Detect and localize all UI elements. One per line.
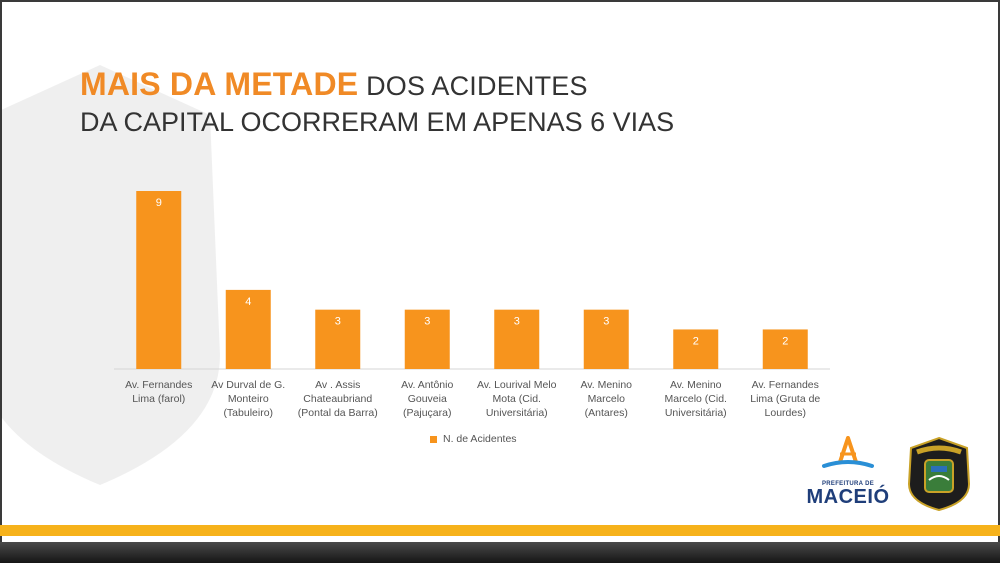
slide-border-top xyxy=(0,0,1000,2)
category-label-line: Av. Lourival Melo xyxy=(476,379,557,391)
category-label-line: (Pontal da Barra) xyxy=(297,407,378,419)
bar-3 xyxy=(404,309,450,369)
bar-value-label-2: 3 xyxy=(335,316,341,328)
category-label-6: Av. Menino Marcelo (Cid. Universitária) xyxy=(650,378,742,420)
category-label-5: Av. Menino Marcelo (Antares) xyxy=(560,378,652,420)
title-highlight: MAIS DA METADE xyxy=(80,66,359,102)
category-label-line: Lourdes) xyxy=(764,407,806,419)
category-label-7: Av. Fernandes Lima (Gruta de Lourdes) xyxy=(739,378,831,420)
title-line-1: MAIS DA METADE DOS ACIDENTES xyxy=(80,66,674,103)
prefeitura-maceio-logo: PREFEITURA DE MACEIÓ xyxy=(800,436,896,516)
bar-4 xyxy=(494,309,540,369)
title-line-2: DA CAPITAL OCORRERAM EM APENAS 6 VIAS xyxy=(80,107,675,137)
title-line-1-rest: DOS ACIDENTES xyxy=(366,71,588,101)
badge-watermark-icon xyxy=(0,65,220,485)
bar-1 xyxy=(225,289,271,369)
chart-legend: N. de Acidentes xyxy=(430,433,517,445)
category-label-line: Chateaubriand xyxy=(303,393,373,405)
category-label-line: Lima (Gruta de xyxy=(750,393,821,405)
category-label-line: (Antares) xyxy=(584,407,628,419)
bar-value-label-6: 2 xyxy=(693,335,699,347)
category-label-line: Av. Antônio xyxy=(401,379,454,391)
category-label-line: Gouveia xyxy=(407,393,447,405)
bar-value-label-5: 3 xyxy=(603,316,609,328)
slide-border-left xyxy=(0,0,2,563)
bar-6 xyxy=(673,329,719,369)
prefeitura-sub-label: PREFEITURA DE xyxy=(821,481,874,487)
category-label-line: Av. Menino xyxy=(669,379,722,391)
category-label-4: Av. Lourival Melo Mota (Cid. Universitária… xyxy=(471,378,563,420)
slide-border-right xyxy=(998,0,1000,563)
category-label-line: Universitária) xyxy=(485,407,548,419)
prefeitura-city-label: MACEIÓ xyxy=(806,486,890,508)
footer-stripe xyxy=(0,525,1000,536)
transito-badge-icon xyxy=(907,436,971,512)
category-label-0: Av. Fernandes Lima (farol) xyxy=(113,378,205,406)
bar-2 xyxy=(315,309,361,369)
category-label-line: Marcelo (Cid. xyxy=(664,393,727,405)
category-label-line: Av. Fernandes xyxy=(751,379,819,391)
category-label-line: Marcelo xyxy=(587,393,625,405)
category-label-line: Mota (Cid. xyxy=(492,393,541,405)
bar-value-label-3: 3 xyxy=(424,316,430,328)
category-label-line: Universitária) xyxy=(664,407,727,419)
bar-0 xyxy=(136,191,182,369)
category-label-line: (Pajuçara) xyxy=(403,407,452,419)
category-label-2: Av . Assis Chateaubriand (Pontal da Barra) xyxy=(292,378,384,420)
category-label-line: Av . Assis xyxy=(315,379,361,391)
bar-value-label-7: 2 xyxy=(782,335,788,347)
category-label-line: Av. Fernandes xyxy=(125,379,193,391)
category-label-line: Av. Menino xyxy=(580,379,633,391)
category-label-line: (Tabuleiro) xyxy=(223,407,274,419)
category-label-3: Av. Antônio Gouveia (Pajuçara) xyxy=(381,378,473,420)
bar-value-label-1: 4 xyxy=(245,296,251,308)
category-label-1: Av Durval de G. Monteiro (Tabuleiro) xyxy=(202,378,294,420)
category-label-line: Av Durval de G. xyxy=(211,379,286,391)
page-title: MAIS DA METADE DOS ACIDENTES DA CAPITAL … xyxy=(80,66,674,138)
category-label-line: Monteiro xyxy=(227,393,269,405)
bar-7 xyxy=(762,329,808,369)
footer-bar xyxy=(0,542,1000,563)
category-label-line: Lima (farol) xyxy=(132,393,186,405)
legend-label: N. de Acidentes xyxy=(443,433,517,445)
bar-5 xyxy=(583,309,629,369)
prefeitura-logo-icon xyxy=(822,436,874,468)
legend-swatch xyxy=(430,435,437,443)
bar-value-label-0: 9 xyxy=(156,197,162,209)
bar-value-label-4: 3 xyxy=(514,316,520,328)
